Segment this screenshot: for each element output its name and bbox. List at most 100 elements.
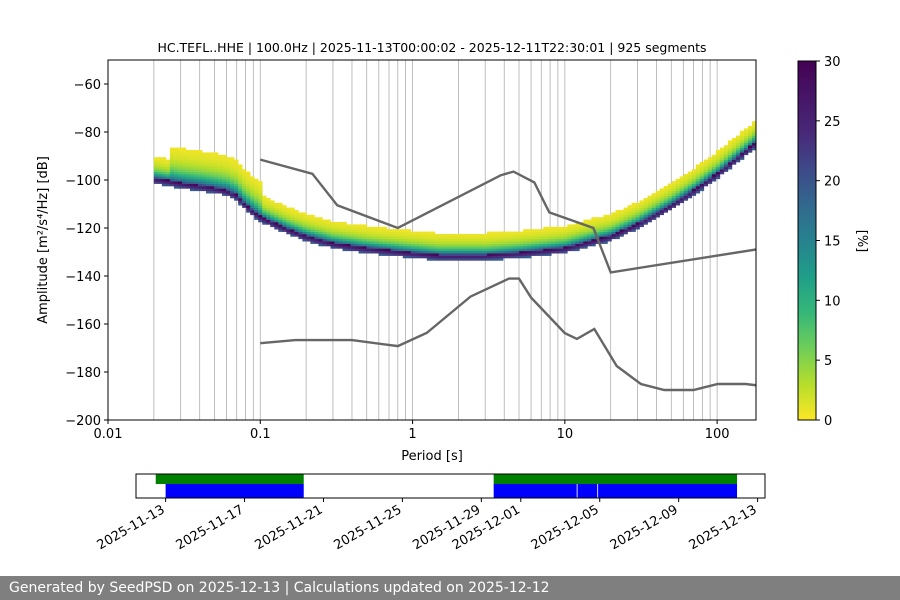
heatmap-cell xyxy=(294,229,299,232)
heatmap-cell xyxy=(410,241,416,244)
heatmap-cell xyxy=(647,207,652,211)
heatmap-cell xyxy=(675,200,681,204)
heatmap-cell xyxy=(719,166,725,170)
heatmap-cell xyxy=(679,186,685,189)
heatmap-cell xyxy=(422,241,428,244)
heatmap-cell xyxy=(238,176,243,180)
heatmap-cell xyxy=(583,229,588,232)
heatmap-cell xyxy=(298,236,303,240)
heatmap-cell xyxy=(193,154,199,158)
heatmap-cell xyxy=(386,246,391,249)
heatmap-cell xyxy=(386,234,391,237)
heatmap-cell xyxy=(362,231,367,235)
heatmap-cell xyxy=(747,130,753,134)
heatmap-cell xyxy=(294,219,299,223)
heatmap-cell xyxy=(350,229,355,232)
heatmap-cell xyxy=(663,188,668,192)
heatmap-cell xyxy=(294,222,299,225)
heatmap-cell xyxy=(398,250,404,254)
heatmap-cell xyxy=(442,246,448,249)
colorbar-tick-label: 5 xyxy=(824,354,832,369)
heatmap-cell xyxy=(189,162,195,165)
heatmap-cell xyxy=(442,234,448,237)
heatmap-cell xyxy=(474,255,480,259)
heatmap-cell xyxy=(165,178,171,182)
heatmap-cell xyxy=(398,243,404,247)
heatmap-cell xyxy=(438,246,444,249)
heatmap-cell xyxy=(330,234,335,237)
heatmap-cell xyxy=(619,234,624,237)
heatmap-cell xyxy=(507,238,512,242)
heatmap-cell xyxy=(322,222,327,225)
heatmap-cell xyxy=(330,246,335,249)
heatmap-cell xyxy=(418,234,424,237)
heatmap-cell xyxy=(535,248,540,252)
heatmap-cell xyxy=(326,238,331,242)
heatmap-cell xyxy=(298,214,303,218)
heatmap-cell xyxy=(173,164,179,168)
heatmap-cell xyxy=(511,231,516,235)
heatmap-cell xyxy=(627,226,632,230)
heatmap-cell xyxy=(366,231,371,235)
heatmap-cell xyxy=(655,202,660,206)
heatmap-cell xyxy=(635,207,640,211)
heatmap-cell xyxy=(575,248,580,252)
heatmap-cell xyxy=(607,234,612,237)
heatmap-cell xyxy=(491,231,496,235)
heatmap-cell xyxy=(739,157,745,160)
heatmap-cell xyxy=(214,166,219,170)
heatmap-cell xyxy=(691,186,697,189)
heatmap-cell xyxy=(306,226,311,230)
heatmap-cell xyxy=(342,246,347,249)
heatmap-cell xyxy=(699,186,705,189)
heatmap-cell xyxy=(246,186,251,189)
heatmap-cell xyxy=(362,234,367,237)
heatmap-cell xyxy=(394,243,400,247)
heatmap-cell xyxy=(214,169,219,172)
heatmap-cell xyxy=(503,246,508,249)
heatmap-cell xyxy=(539,229,544,232)
heatmap-cell xyxy=(414,241,420,244)
heatmap-cell xyxy=(298,217,303,220)
heatmap-cell xyxy=(611,236,616,240)
availability-blue-segment xyxy=(493,484,577,498)
heatmap-cell xyxy=(511,234,516,237)
heatmap-cell xyxy=(214,162,219,165)
heatmap-cell xyxy=(543,253,548,256)
heatmap-cell xyxy=(723,166,729,170)
heatmap-cell xyxy=(246,195,251,199)
heatmap-cell xyxy=(667,202,672,206)
heatmap-cell xyxy=(274,207,279,211)
heatmap-cell xyxy=(410,234,416,237)
heatmap-cell xyxy=(563,248,568,252)
heatmap-cell xyxy=(699,162,705,165)
heatmap-cell xyxy=(487,243,492,247)
heatmap-cell xyxy=(262,214,267,218)
heatmap-cell xyxy=(571,241,576,244)
heatmap-cell xyxy=(731,150,737,153)
heatmap-cell xyxy=(206,159,211,163)
heatmap-cell xyxy=(274,224,279,228)
heatmap-cell xyxy=(727,152,733,156)
heatmap-cell xyxy=(430,248,436,252)
heatmap-cell xyxy=(153,164,159,168)
heatmap-cell xyxy=(202,152,207,156)
heatmap-cell xyxy=(238,193,243,196)
colorbar-tick-label: 0 xyxy=(824,414,832,429)
heatmap-cell xyxy=(185,159,191,163)
heatmap-cell xyxy=(210,174,215,177)
heatmap-cell xyxy=(422,255,428,259)
heatmap-cell xyxy=(226,171,231,175)
heatmap-cell xyxy=(623,219,628,223)
heatmap-cell xyxy=(623,217,628,220)
heatmap-cell xyxy=(402,231,408,235)
availability-segments xyxy=(155,474,738,498)
heatmap-cell xyxy=(683,198,689,201)
heatmap-cell xyxy=(615,224,620,228)
heatmap-cell xyxy=(483,241,488,244)
heatmap-cell xyxy=(739,152,745,156)
heatmap-cell xyxy=(515,231,520,235)
heatmap-cell xyxy=(567,226,572,230)
heatmap-cell xyxy=(214,176,219,180)
heatmap-cell xyxy=(691,174,697,177)
